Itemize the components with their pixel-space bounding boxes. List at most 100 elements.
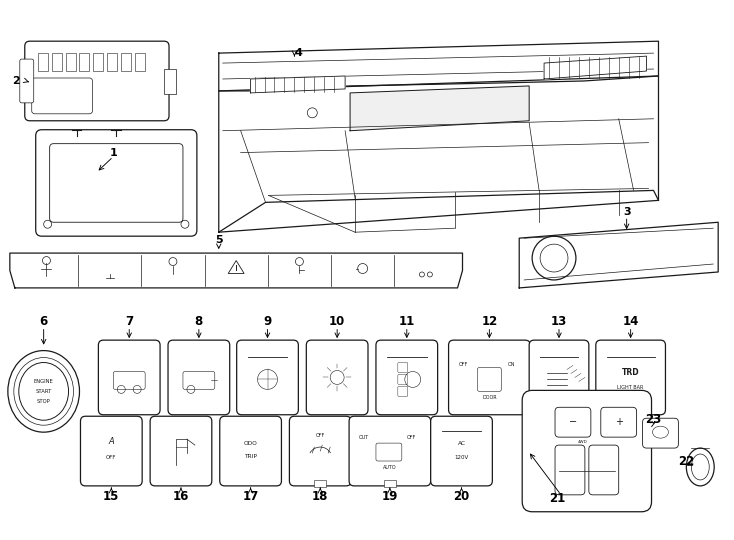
FancyBboxPatch shape	[102, 264, 117, 275]
FancyBboxPatch shape	[587, 254, 599, 270]
Bar	[37, 53, 48, 71]
Text: OFF: OFF	[407, 435, 416, 440]
FancyBboxPatch shape	[150, 416, 212, 486]
FancyBboxPatch shape	[81, 416, 142, 486]
Text: 15: 15	[103, 490, 120, 503]
Bar	[93, 53, 103, 71]
Bar	[65, 53, 76, 71]
FancyBboxPatch shape	[20, 59, 34, 103]
Text: 23: 23	[645, 413, 661, 426]
Bar	[164, 69, 176, 94]
Text: STOP: STOP	[37, 399, 51, 404]
Text: 19: 19	[382, 490, 398, 503]
FancyBboxPatch shape	[706, 254, 718, 270]
FancyBboxPatch shape	[306, 340, 368, 415]
Polygon shape	[219, 41, 658, 91]
FancyBboxPatch shape	[477, 368, 501, 392]
Text: A: A	[109, 437, 115, 445]
FancyBboxPatch shape	[113, 372, 145, 389]
FancyBboxPatch shape	[25, 41, 169, 121]
Text: 6: 6	[40, 315, 48, 328]
FancyBboxPatch shape	[599, 254, 611, 270]
Polygon shape	[10, 253, 462, 288]
Text: OFF: OFF	[459, 361, 468, 367]
FancyBboxPatch shape	[658, 254, 670, 270]
FancyBboxPatch shape	[398, 387, 408, 396]
Polygon shape	[544, 56, 647, 79]
Text: 1: 1	[109, 147, 117, 158]
FancyBboxPatch shape	[98, 340, 160, 415]
Text: ENGINE: ENGINE	[34, 379, 54, 384]
FancyBboxPatch shape	[522, 390, 652, 512]
Text: 9: 9	[264, 315, 272, 328]
FancyBboxPatch shape	[398, 374, 408, 384]
FancyBboxPatch shape	[269, 53, 297, 83]
FancyBboxPatch shape	[398, 362, 408, 373]
Text: 4: 4	[294, 48, 302, 58]
FancyBboxPatch shape	[611, 254, 622, 270]
Text: DOOR: DOOR	[482, 395, 497, 400]
Polygon shape	[250, 76, 345, 93]
FancyBboxPatch shape	[36, 130, 197, 236]
FancyBboxPatch shape	[431, 416, 493, 486]
Text: 120V: 120V	[454, 455, 468, 460]
FancyBboxPatch shape	[376, 340, 437, 415]
FancyBboxPatch shape	[289, 416, 351, 486]
Bar	[384, 480, 396, 487]
Text: LIGHT BAR: LIGHT BAR	[617, 385, 644, 390]
Text: 7: 7	[126, 315, 134, 328]
FancyBboxPatch shape	[219, 416, 281, 486]
FancyBboxPatch shape	[32, 78, 92, 114]
FancyBboxPatch shape	[601, 407, 636, 437]
Text: TRD: TRD	[622, 368, 639, 377]
Bar	[135, 53, 145, 71]
Text: 18: 18	[312, 490, 328, 503]
FancyBboxPatch shape	[647, 254, 658, 270]
FancyBboxPatch shape	[694, 254, 706, 270]
FancyBboxPatch shape	[349, 416, 431, 486]
Text: −: −	[569, 417, 577, 427]
Polygon shape	[519, 222, 718, 288]
FancyBboxPatch shape	[555, 445, 585, 495]
Text: 2: 2	[12, 76, 20, 86]
Text: 12: 12	[482, 315, 498, 328]
Text: 14: 14	[622, 315, 639, 328]
FancyBboxPatch shape	[168, 340, 230, 415]
Text: 20: 20	[454, 490, 470, 503]
Text: 16: 16	[172, 490, 189, 503]
Text: 22: 22	[678, 455, 694, 468]
FancyBboxPatch shape	[555, 407, 591, 437]
Text: ON: ON	[507, 361, 515, 367]
FancyBboxPatch shape	[50, 144, 183, 222]
Text: 17: 17	[242, 490, 258, 503]
Bar	[107, 53, 117, 71]
FancyBboxPatch shape	[642, 418, 678, 448]
Text: 21: 21	[549, 492, 565, 505]
Bar	[314, 480, 326, 487]
Polygon shape	[219, 76, 658, 232]
Text: AC: AC	[457, 441, 465, 446]
Bar	[79, 53, 90, 71]
FancyBboxPatch shape	[183, 372, 215, 389]
Text: START: START	[35, 389, 52, 394]
Text: +: +	[614, 417, 622, 427]
FancyBboxPatch shape	[589, 445, 619, 495]
FancyBboxPatch shape	[376, 443, 401, 461]
Text: AUTO: AUTO	[383, 465, 396, 470]
Text: OFF: OFF	[316, 433, 325, 437]
FancyBboxPatch shape	[529, 340, 589, 415]
Text: 10: 10	[329, 315, 345, 328]
FancyBboxPatch shape	[448, 340, 530, 415]
Text: 13: 13	[551, 315, 567, 328]
Text: OUT: OUT	[359, 435, 369, 440]
FancyBboxPatch shape	[635, 254, 647, 270]
FancyBboxPatch shape	[683, 254, 694, 270]
Polygon shape	[350, 86, 529, 131]
Text: 4WD: 4WD	[578, 440, 588, 444]
FancyBboxPatch shape	[236, 340, 298, 415]
FancyBboxPatch shape	[670, 254, 683, 270]
FancyBboxPatch shape	[417, 262, 435, 274]
Text: TRIP: TRIP	[244, 454, 257, 458]
Text: 3: 3	[623, 207, 631, 217]
Text: 8: 8	[195, 315, 203, 328]
